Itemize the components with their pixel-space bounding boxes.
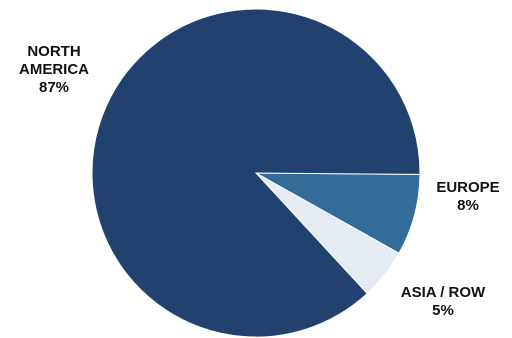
slice-label-value: 5%	[432, 302, 454, 319]
slice-label-north-america: NORTH AMERICA 87%	[4, 43, 104, 97]
slice-label-name: NORTH AMERICA	[19, 43, 89, 78]
slice-label-name: EUROPE	[436, 179, 500, 196]
slice-label-value: 8%	[457, 197, 479, 214]
slice-label-europe: EUROPE 8%	[428, 179, 508, 215]
slice-label-asia-row: ASIA / ROW 5%	[386, 284, 500, 320]
slice-label-name: ASIA / ROW	[400, 284, 486, 301]
slice-label-value: 87%	[38, 79, 70, 96]
pie-slice-north-america	[91, 8, 421, 338]
